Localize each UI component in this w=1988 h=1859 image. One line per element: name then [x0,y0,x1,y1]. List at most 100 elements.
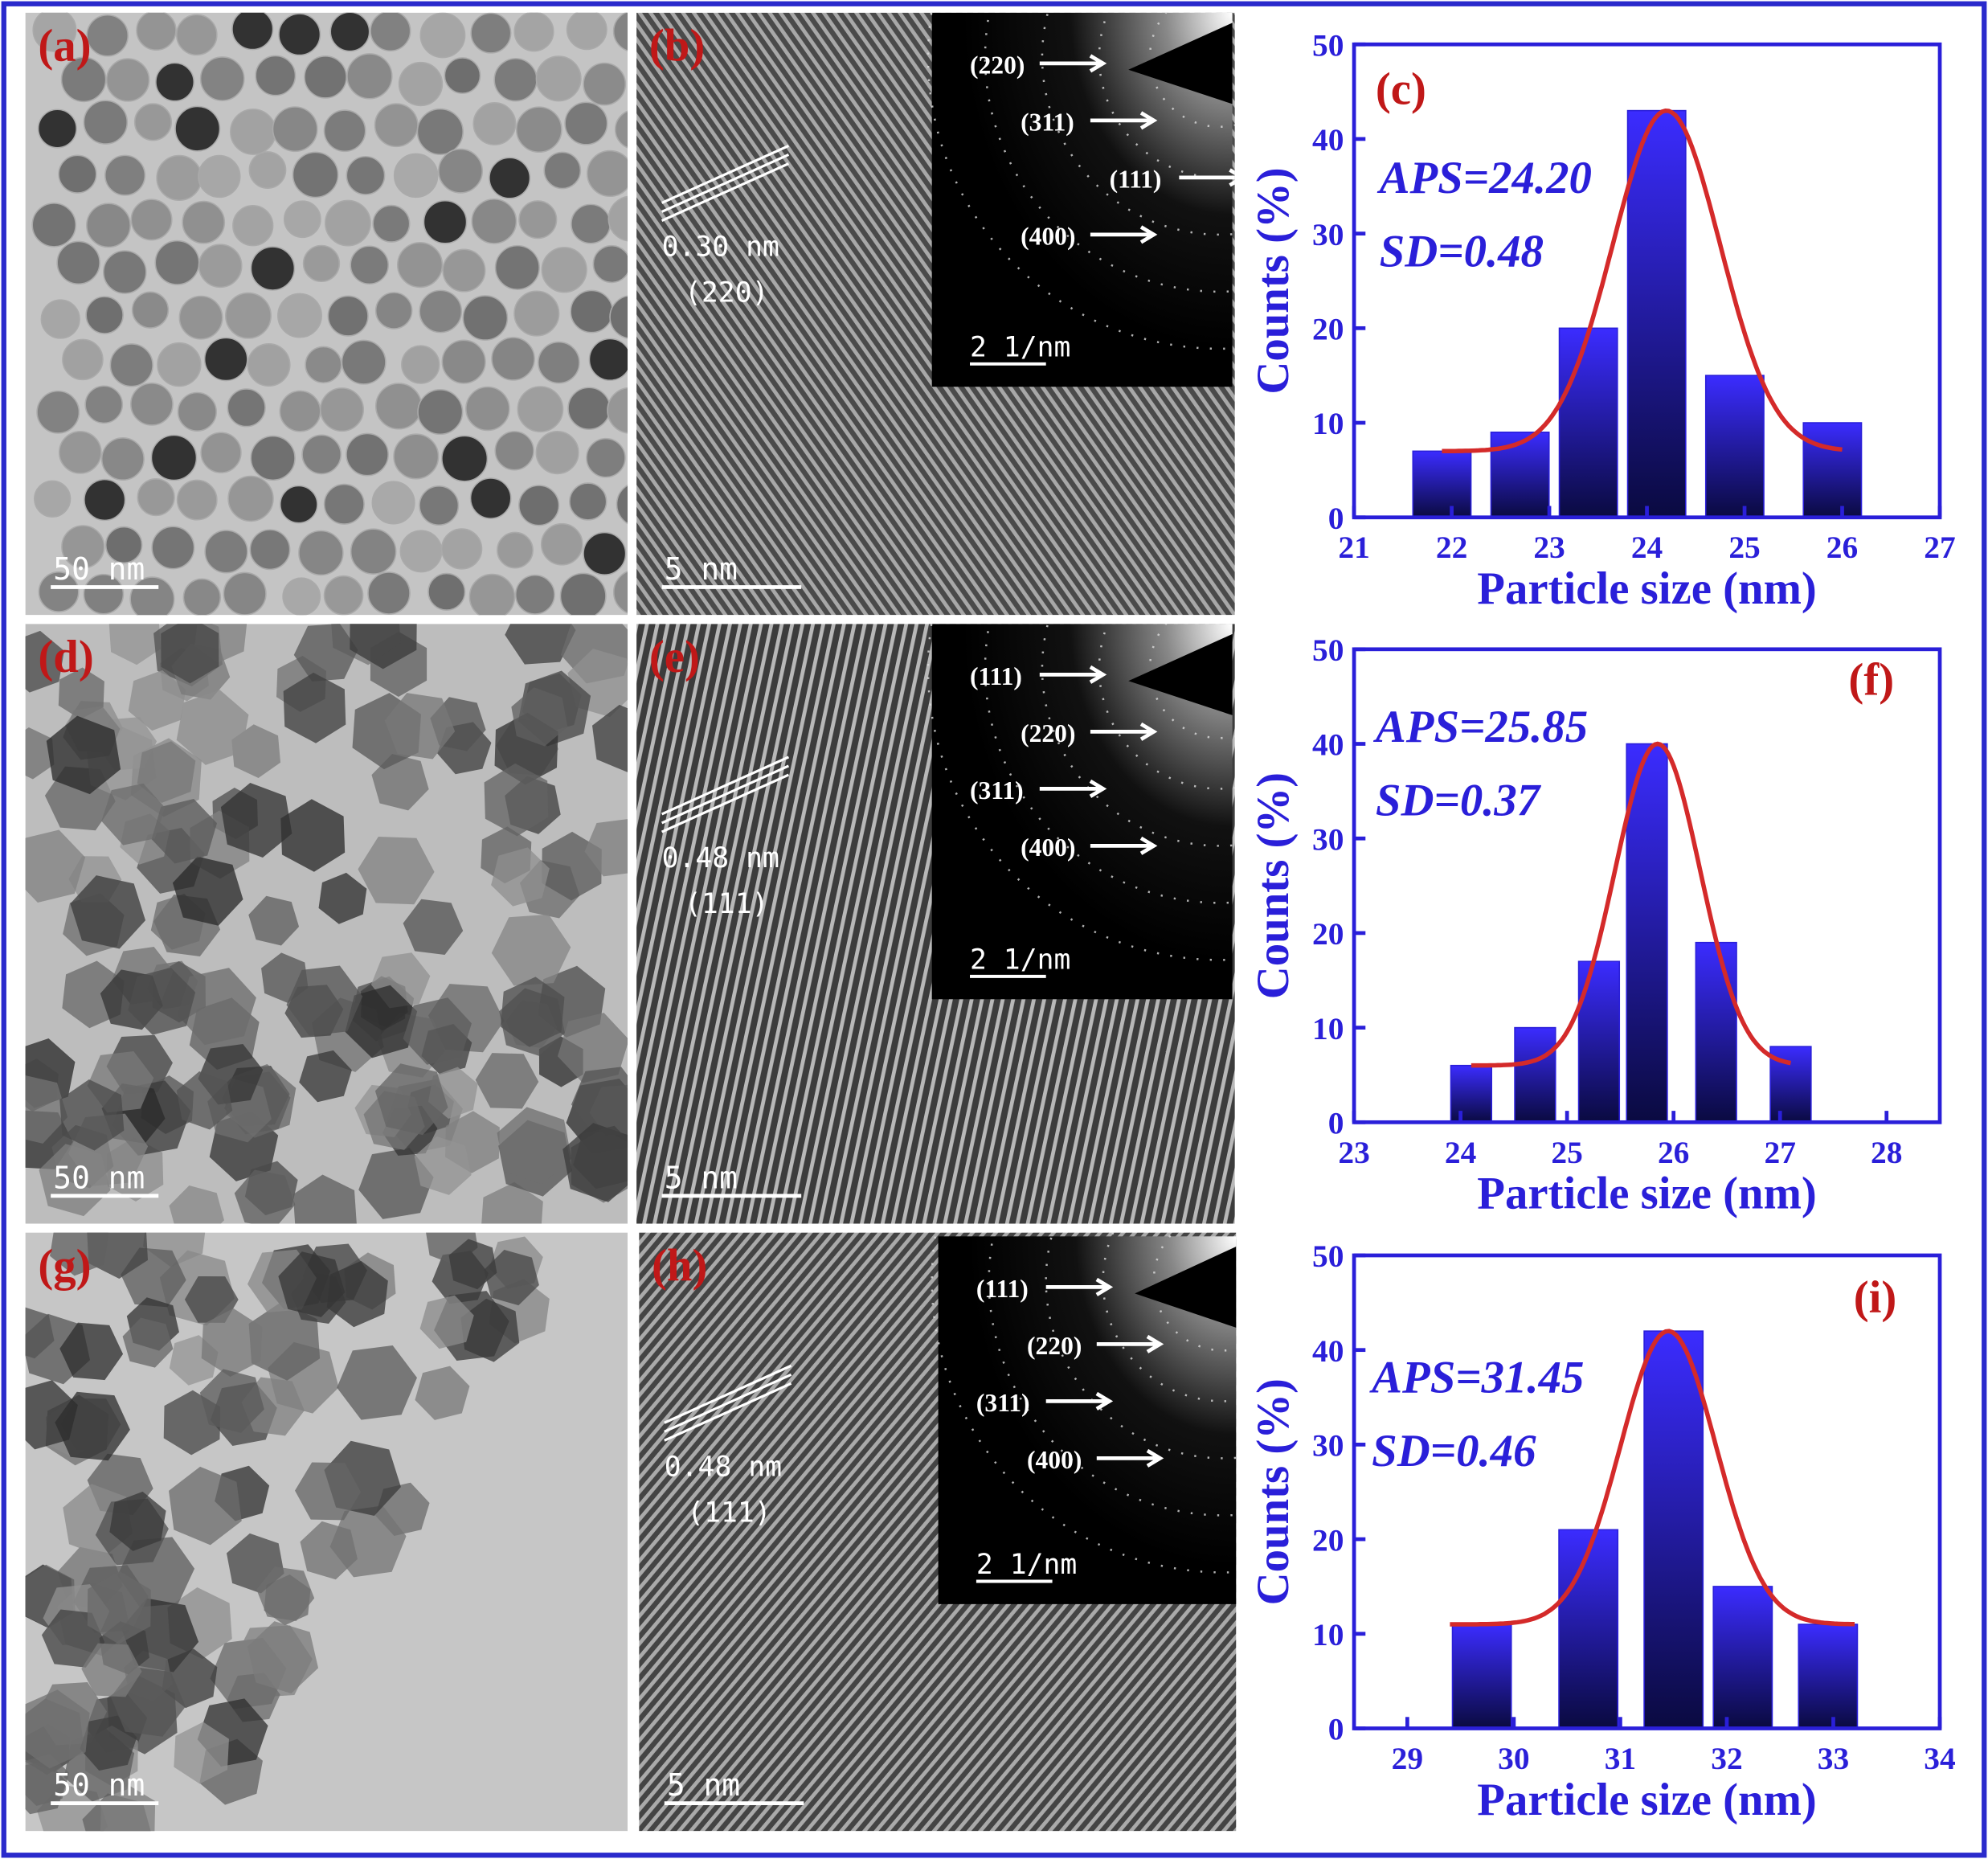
particle [583,531,627,575]
y-tick-label: 20 [1312,1522,1344,1558]
particle [282,577,321,616]
particle [230,109,276,155]
scale-bar-label: 50 nm [53,1767,145,1803]
particle [358,837,435,905]
particle [327,295,369,337]
histogram: 0 10 20 30 40 50 21 22 23 24 25 26 27 Particle size (… [1248,27,1956,614]
particle [612,12,628,51]
particle [462,295,509,341]
particle [345,985,418,1058]
arrow [1090,836,1158,855]
particle [38,571,80,612]
particle [586,437,626,478]
particle [538,341,580,384]
particle [511,687,568,747]
panel-label: (e) [649,632,700,682]
fringe-line [661,145,790,204]
particle [161,624,219,684]
particle [34,480,72,518]
y-tick-label: 50 [1312,27,1344,63]
particle [40,299,80,339]
particle [55,1391,130,1461]
y-tick-label: 30 [1312,1428,1344,1464]
particle [614,110,628,149]
beam-stop [1135,1246,1237,1328]
bar [1704,375,1765,518]
particle [441,339,486,384]
y-tick-label: 10 [1312,1011,1344,1046]
particle [491,337,535,381]
spacing-label: 0.30 nm [662,231,779,264]
particle [84,478,126,522]
arrow [1090,225,1158,244]
x-axis-label: Particle size (nm) [1477,1169,1817,1219]
particle [25,630,64,693]
particle [505,624,576,665]
particle [341,339,387,385]
particle [157,342,202,387]
particle [414,1136,472,1195]
spacing-label: 0.48 nm [665,1452,782,1484]
panel-label: (h) [652,1241,707,1292]
micrograph: (g) 50 nm [25,1232,628,1832]
particle [104,526,143,564]
panel-label: (a) [38,21,91,72]
inset-scale-text: 2 1/nm [976,1549,1077,1581]
micrograph: (a) 50 nm [25,12,628,616]
particle [177,391,217,432]
particle [249,529,291,571]
particle [491,914,571,986]
particle [374,103,419,148]
particle [346,432,389,477]
bar [1643,1330,1704,1730]
particle [250,435,296,481]
particle [280,799,346,872]
particle [370,12,411,52]
particle [304,55,347,99]
particle [86,14,129,57]
y-tick-label: 30 [1312,217,1344,252]
particle [130,383,174,426]
ring-label: (400) [1027,1446,1082,1474]
x-tick-label: 30 [1498,1741,1529,1776]
ring-label: (311) [976,1389,1030,1417]
particle [323,483,365,525]
y-tick-label: 10 [1312,1617,1344,1652]
y-tick-label: 40 [1312,122,1344,158]
panel-label: (c) [1376,63,1426,114]
particle [176,1071,233,1130]
particle [59,1079,125,1151]
particle [31,203,76,248]
x-tick-label: 25 [1551,1135,1582,1170]
particle [427,572,466,611]
particle [293,624,358,682]
particle [184,1276,239,1323]
particle [300,1521,358,1580]
fringe-line [664,1382,792,1442]
y-tick-label: 40 [1312,727,1344,763]
x-tick-label: 24 [1445,1135,1476,1170]
bar [1626,743,1668,1124]
particle [203,337,248,382]
particle [607,195,628,242]
x-tick-label: 27 [1764,1135,1795,1170]
particle [583,62,627,106]
particle [535,431,579,475]
annotation: SD=0.46 [1372,1426,1536,1476]
particle [128,967,196,1035]
ring-label: (220) [1027,1332,1082,1360]
particle [198,154,241,199]
particle [36,390,80,434]
particle [62,338,104,381]
particle [346,53,393,100]
particle [419,485,460,526]
particle [541,247,587,293]
particle [350,245,390,285]
particle [514,574,555,615]
particle [278,13,321,56]
particle [155,62,195,102]
particle [46,715,121,795]
x-tick-label: 24 [1631,530,1663,565]
particle [130,199,173,241]
